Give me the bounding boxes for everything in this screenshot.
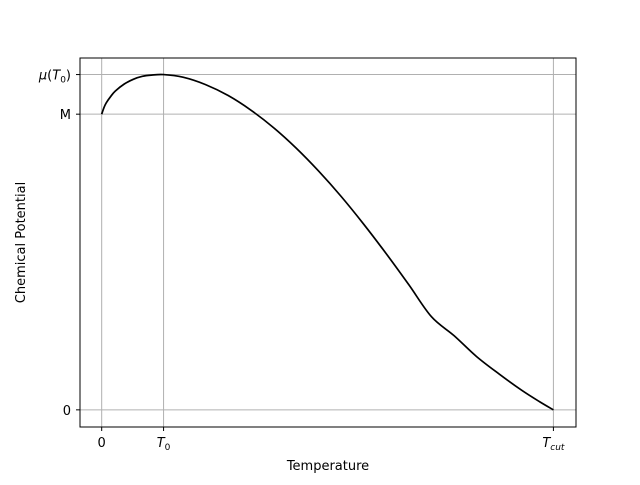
x-tick-label: Tcut [542,436,565,453]
y-tick-label: μ(T0) [38,69,71,86]
x-tick-label: 0 [98,436,106,451]
plot-frame [79,57,577,428]
x-tick-label: T0 [157,436,171,453]
y-tick-label: 0 [63,404,71,419]
series-layer [100,73,554,411]
chemical-potential-line [100,73,554,411]
grid [80,58,576,427]
x-axis-title: Temperature [286,459,369,474]
ticks: 0 T0 Tcut 0 Mμ(T0) [38,69,565,453]
y-tick-label: M [60,108,71,123]
y-axis-title: Chemical Potential [14,182,29,303]
